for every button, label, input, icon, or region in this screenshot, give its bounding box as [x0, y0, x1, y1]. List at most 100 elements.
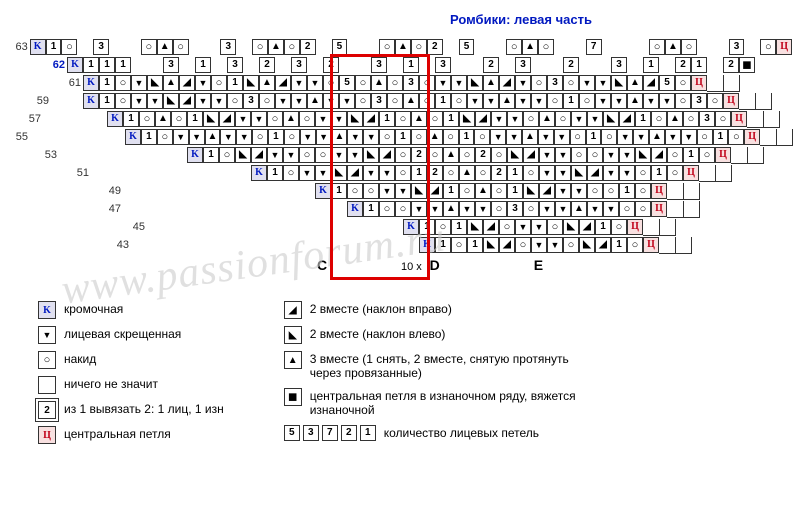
- yarn-over-cell: [252, 39, 268, 55]
- empty-cell: [339, 219, 355, 235]
- empty-cell: [62, 129, 78, 145]
- knit-count-cell: 1: [651, 165, 667, 181]
- empty-cell: [227, 237, 243, 253]
- edge-stitch-cell: K: [187, 147, 203, 163]
- empty-cell: [387, 237, 403, 253]
- legend-text: накид: [64, 351, 96, 366]
- k3tog-cell: [283, 111, 299, 127]
- yarn-over-cell: [419, 75, 435, 91]
- k2tog-left-cell: [467, 75, 483, 91]
- empty-cell: [627, 57, 643, 73]
- yarn-over-cell: [760, 39, 776, 55]
- empty-cell: [251, 183, 267, 199]
- yarn-over-cell: [649, 39, 665, 55]
- twisted-knit-cell: [411, 201, 427, 217]
- empty-cell: [467, 57, 483, 73]
- chart-row: 43K111Ц: [8, 236, 792, 253]
- yarn-over-cell: [651, 111, 667, 127]
- empty-cell: [155, 183, 171, 199]
- k3tog-cell: [459, 165, 475, 181]
- yarn-over-cell: [259, 93, 275, 109]
- knitting-chart: 63K133252573Ц62K1113132323132323121261K1…: [8, 38, 792, 253]
- empty-cell: [163, 219, 179, 235]
- k2tog-right-cell: [379, 147, 395, 163]
- yarn-over-cell: [379, 129, 395, 145]
- empty-cell: [307, 219, 323, 235]
- legend-item: 3 вместе (1 снять, 2 вместе, снятую прот…: [284, 351, 590, 381]
- twisted-knit-cell: [617, 129, 633, 145]
- k2tog-right-cell: [427, 183, 443, 199]
- yarn-over-cell: [538, 39, 554, 55]
- twisted-knit-cell: [633, 129, 649, 145]
- yarn-over-cell: [587, 147, 603, 163]
- knit-count-cell: 1: [379, 111, 395, 127]
- legend-item: центральная петля в изнаночном ряду, вяж…: [284, 388, 590, 418]
- twisted-knit-cell: [291, 75, 307, 91]
- knit-count-cell: 1: [411, 165, 427, 181]
- empty-cell: [243, 57, 259, 73]
- center-stitch-cell: Ц: [731, 111, 747, 127]
- k2tog-left-cell: [203, 111, 219, 127]
- edge-stitch-cell: K: [67, 57, 83, 73]
- twisted-knit-cell: [490, 129, 506, 145]
- yarn-over-cell: [411, 39, 427, 55]
- empty-cell: [275, 57, 291, 73]
- knit-count-cell: 1: [267, 165, 283, 181]
- empty-cell: [75, 147, 91, 163]
- edge-stitch-cell: K: [30, 39, 46, 55]
- knit-count-cell: 1: [443, 183, 459, 199]
- knit-count-cell: 2: [475, 147, 491, 163]
- empty-cell: [91, 111, 107, 127]
- yarn-over-cell: [547, 219, 563, 235]
- twisted-knit-cell: [323, 93, 339, 109]
- chart-row: 63K133252573Ц: [8, 38, 792, 55]
- twisted-knit-cell: [283, 147, 299, 163]
- k3tog-cell: [499, 93, 515, 109]
- yarn-over-cell: [395, 165, 411, 181]
- yarn-over-cell: [531, 75, 547, 91]
- knit-count-cell: 2: [427, 165, 443, 181]
- k2tog-left-cell: [243, 75, 259, 91]
- empty-cell: [371, 237, 387, 253]
- chart-row: 49K1111Ц: [8, 182, 792, 199]
- step-edge: [755, 93, 771, 109]
- empty-cell: [195, 219, 211, 235]
- center-stitch-cell: Ц: [651, 201, 667, 217]
- center-stitch-cell: Ц: [691, 75, 707, 91]
- twisted-knit-cell: [555, 201, 571, 217]
- row-number: 59: [29, 95, 49, 107]
- empty-cell: [347, 39, 363, 55]
- legend-left-col: Kкромочнаялицевая скрещеннаянакидничего …: [38, 301, 224, 444]
- twisted-knit-cell: [595, 93, 611, 109]
- empty-cell: [179, 237, 195, 253]
- empty-cell: [331, 201, 347, 217]
- yarn-over-cell: [451, 93, 467, 109]
- yarn-over-cell: [427, 111, 443, 127]
- yarn-over-cell: [61, 39, 77, 55]
- empty-cell: [78, 129, 94, 145]
- twisted-knit-cell: [291, 93, 307, 109]
- knit-count-cell: 2: [411, 147, 427, 163]
- step-edge: [763, 111, 779, 127]
- twisted-knit-cell: [619, 147, 635, 163]
- empty-cell: [307, 57, 323, 73]
- empty-cell: [283, 183, 299, 199]
- yarn-over-cell: [38, 351, 56, 369]
- empty-cell: [499, 57, 515, 73]
- knit-count-cell: 3: [93, 39, 109, 55]
- empty-cell: [67, 93, 83, 109]
- k2tog-right-cell: [523, 147, 539, 163]
- yarn-over-cell: [141, 39, 157, 55]
- k2tog-left-cell: [235, 147, 251, 163]
- row-number: 62: [45, 59, 65, 71]
- twisted-knit-cell: [531, 219, 547, 235]
- empty-cell: [46, 129, 62, 145]
- step-edge: [731, 147, 747, 163]
- twisted-knit-cell: [555, 183, 571, 199]
- empty-cell: [139, 183, 155, 199]
- k3tog-cell: [443, 147, 459, 163]
- empty-cell: [299, 183, 315, 199]
- knit-count-cell: 1: [691, 57, 707, 73]
- empty-cell: [419, 57, 435, 73]
- edge-stitch-cell: K: [315, 183, 331, 199]
